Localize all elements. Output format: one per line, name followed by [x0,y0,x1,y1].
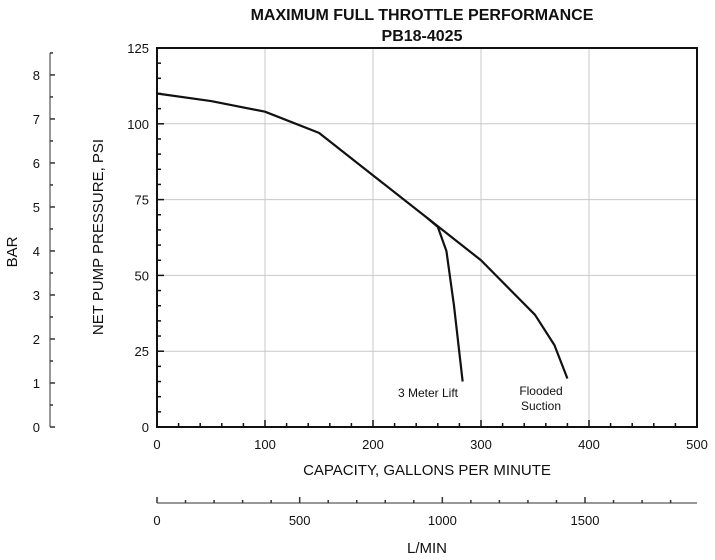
secondary-y-tick-label: 3 [33,288,40,303]
y-tick-label: 0 [142,420,149,435]
x-tick-label: 300 [470,437,492,452]
x-tick-label: 100 [254,437,276,452]
x-tick-label: 0 [153,437,160,452]
series-label-flooded-suction: Flooded [519,384,562,398]
series-label-flooded-suction: Suction [521,399,561,413]
series-line-3-meter-lift [426,216,464,382]
secondary-y-axis-label: BAR [4,236,21,267]
secondary-y-tick-label: 1 [33,376,40,391]
chart-subtitle: PB18-4025 [382,28,463,45]
y-tick-label: 50 [135,268,149,283]
secondary-y-tick-label: 6 [33,156,40,171]
secondary-y-tick-label: 5 [33,200,40,215]
chart-title: MAXIMUM FULL THROTTLE PERFORMANCE [251,7,594,24]
grid [157,48,697,427]
y-tick-label: 100 [127,117,149,132]
plot-frame [156,47,698,428]
secondary-x-tick-label: 0 [153,513,160,528]
secondary-x-tick-label: 500 [289,513,311,528]
secondary-y-tick-label: 0 [33,420,40,435]
secondary-x-tick-label: 1000 [428,513,457,528]
y-tick-label: 125 [127,41,149,56]
secondary-x-axis-label: L/MIN [407,540,447,557]
x-axis-label: CAPACITY, GALLONS PER MINUTE [303,462,551,479]
secondary-y-tick-label: 7 [33,112,40,127]
x-tick-label: 500 [686,437,708,452]
series-label-3-meter-lift: 3 Meter Lift [398,386,459,400]
secondary-y-tick-label: 2 [33,332,40,347]
secondary-x-tick-label: 1500 [571,513,600,528]
x-tick-label: 400 [578,437,600,452]
y-axis-label: NET PUMP PRESSURE, PSI [90,139,107,335]
y-tick-label: 25 [135,344,149,359]
y-tick-label: 75 [135,193,149,208]
x-tick-label: 200 [362,437,384,452]
secondary-y-tick-label: 8 [33,68,40,83]
series-line-flooded-suction [156,92,569,379]
secondary-y-tick-label: 4 [33,244,40,259]
